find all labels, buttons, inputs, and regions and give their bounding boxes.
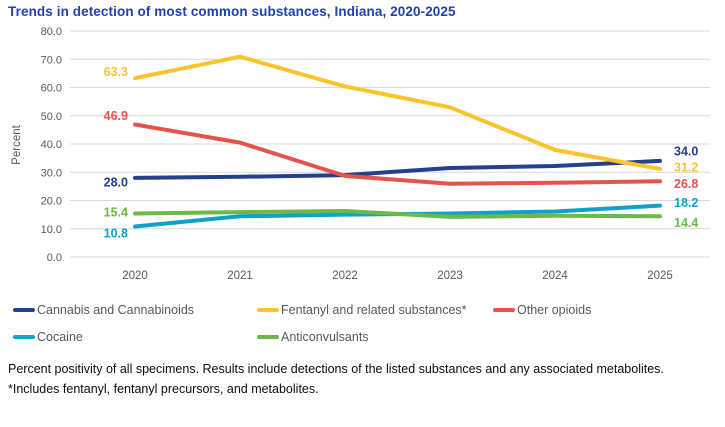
legend-marker <box>493 308 515 312</box>
legend-item-label: Cannabis and Cannabinoids <box>37 303 195 317</box>
legend-item-label: Cocaine <box>37 330 83 344</box>
legend-item-cocaine: Cocaine <box>13 330 83 344</box>
series-line-anticonvulsants <box>133 209 662 219</box>
data-label-end-cocaine: 18.2 <box>674 196 698 210</box>
data-label-start-cannabis-and-cannabinoids: 28.0 <box>104 175 128 189</box>
footnote-methodology: Percent positivity of all specimens. Res… <box>8 362 664 376</box>
x-axis-tick-label: 2023 <box>437 270 463 282</box>
legend-item-label: Anticonvulsants <box>281 330 369 344</box>
y-axis-tick-label: 80.0 <box>41 26 62 38</box>
trend-line-chart: 0.0 10.0 20.0 30.0 40.0 50.0 60.0 70.0 80.0 2020 2… <box>11 26 710 282</box>
series-line-fentanyl-and-related-substances <box>133 54 662 171</box>
legend-marker <box>257 335 279 339</box>
data-label-start-anticonvulsants: 15.4 <box>104 205 128 219</box>
y-axis-tick-label: 30.0 <box>41 167 62 179</box>
legend-item-label: Other opioids <box>517 303 592 317</box>
x-axis-tick-label: 2020 <box>122 270 148 282</box>
y-axis-tick-label: 0.0 <box>47 252 62 264</box>
y-axis-tick-label: 10.0 <box>41 224 62 236</box>
footnote-fentanyl: *Includes fentanyl, fentanyl precursors,… <box>8 382 319 396</box>
legend-item-label: Fentanyl and related substances* <box>281 303 467 317</box>
y-axis-title: Percent <box>11 124 23 164</box>
data-label-start-other-opioids: 46.9 <box>104 109 128 123</box>
legend-item-fentanyl-and-related-substances: Fentanyl and related substances* <box>257 303 467 317</box>
chart-footnotes: Percent positivity of all specimens. Res… <box>8 359 708 399</box>
series-line-cannabis-and-cannabinoids <box>133 158 662 180</box>
x-axis-tick-label: 2022 <box>332 270 358 282</box>
chart-title: Trends in detection of most common subst… <box>8 4 456 19</box>
data-label-start-cocaine: 10.8 <box>104 226 128 240</box>
legend-marker <box>13 308 35 312</box>
data-label-end-fentanyl-and-related-substances: 31.2 <box>674 160 698 174</box>
data-label-end-anticonvulsants: 14.4 <box>674 216 698 230</box>
legend-item-other-opioids: Other opioids <box>493 303 591 317</box>
y-axis-tick-label: 40.0 <box>41 139 62 151</box>
y-axis-tick-label: 60.0 <box>41 83 62 95</box>
data-label-start-fentanyl-and-related-substances: 63.3 <box>104 65 128 79</box>
data-label-end-other-opioids: 26.8 <box>674 177 698 191</box>
x-axis-tick-label: 2021 <box>227 270 253 282</box>
data-label-end-cannabis-and-cannabinoids: 34.0 <box>674 144 698 158</box>
y-axis-tick-label: 20.0 <box>41 196 62 208</box>
y-axis-tick-label: 70.0 <box>41 54 62 66</box>
series-line-other-opioids <box>133 122 662 186</box>
y-axis-tick-label: 50.0 <box>41 111 62 123</box>
legend-item-cannabis-and-cannabinoids: Cannabis and Cannabinoids <box>13 303 194 317</box>
legend-marker <box>13 335 35 339</box>
x-axis-tick-label: 2025 <box>647 270 673 282</box>
legend-marker <box>257 308 279 312</box>
legend-item-anticonvulsants: Anticonvulsants <box>257 330 369 344</box>
x-axis-tick-label: 2024 <box>542 270 568 282</box>
